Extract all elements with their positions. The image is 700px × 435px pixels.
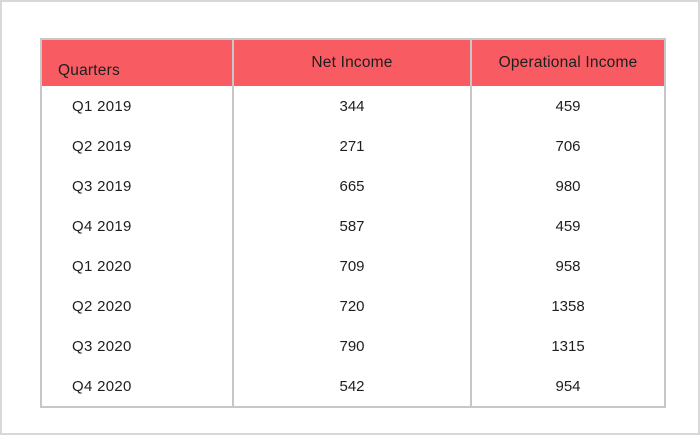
table-row: Q1 2019 344 459 — [41, 86, 665, 126]
table-row: Q3 2020 790 1315 — [41, 326, 665, 366]
value-cell: 344 — [232, 86, 471, 126]
value-cell: 542 — [232, 366, 471, 407]
value-cell: 1315 — [470, 326, 665, 366]
table-row: Q2 2020 720 1358 — [41, 286, 665, 326]
value-cell: 954 — [470, 366, 665, 407]
table-body: Q1 2019 344 459 Q2 2019 271 706 Q3 2019 665 980 Q… — [41, 86, 665, 407]
header-cell-quarters: Quarters — [41, 39, 233, 86]
quarter-cell: Q2 2020 — [72, 297, 132, 315]
header-cell-operational-income: Operational Income — [470, 39, 665, 86]
header-cell-net-income: Net Income — [232, 39, 471, 86]
quarter-cell: Q3 2020 — [72, 337, 132, 355]
value-cell: 459 — [470, 206, 665, 246]
value-cell: 790 — [232, 326, 471, 366]
value-cell: 1358 — [470, 286, 665, 326]
value-cell: 958 — [470, 246, 665, 286]
value-cell: 980 — [470, 166, 665, 206]
quarter-cell: Q1 2019 — [72, 97, 132, 115]
quarter-cell: Q2 2019 — [72, 137, 132, 155]
value-cell: 665 — [232, 166, 471, 206]
table-row: Q2 2019 271 706 — [41, 126, 665, 166]
quarter-cell: Q4 2020 — [72, 377, 132, 395]
value-cell: 706 — [470, 126, 665, 166]
quarterly-income-table: Quarters Net Income Operational Income Q… — [40, 38, 666, 408]
quarter-cell: Q1 2020 — [72, 257, 132, 275]
value-cell: 720 — [232, 286, 471, 326]
value-cell: 271 — [232, 126, 471, 166]
quarter-cell: Q4 2019 — [72, 217, 132, 235]
table-header: Quarters Net Income Operational Income — [41, 39, 665, 86]
quarter-cell: Q3 2019 — [72, 177, 132, 195]
table-row: Q1 2020 709 958 — [41, 246, 665, 286]
value-cell: 459 — [470, 86, 665, 126]
table-row: Q4 2019 587 459 — [41, 206, 665, 246]
table-row: Q3 2019 665 980 — [41, 166, 665, 206]
value-cell: 587 — [232, 206, 471, 246]
table-row: Q4 2020 542 954 — [41, 366, 665, 407]
value-cell: 709 — [232, 246, 471, 286]
header-row: Quarters Net Income Operational Income — [41, 39, 665, 86]
